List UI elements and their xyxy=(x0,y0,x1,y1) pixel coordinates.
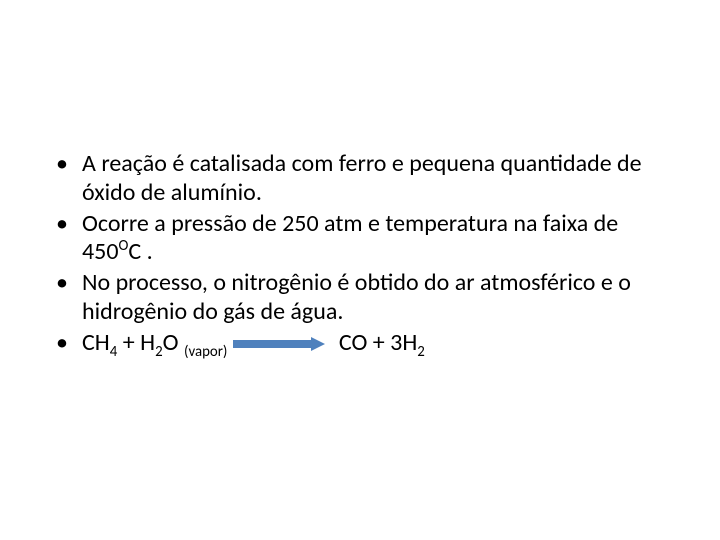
slide: A reação é catalisada com ferro e pequen… xyxy=(0,0,720,540)
reactant1-base: CH xyxy=(82,328,110,357)
product2-sub: 2 xyxy=(417,342,425,360)
product2-base: H xyxy=(402,328,417,357)
product1: CO + 3 xyxy=(333,328,402,357)
bullet-item-3: No processo, o nitrogênio é obtido do ar… xyxy=(54,269,666,327)
plus1: + xyxy=(117,328,140,357)
reactant2-rest: O xyxy=(163,328,184,357)
temp-value: 450 xyxy=(82,237,119,266)
bullet-text-3: No processo, o nitrogênio é obtido do ar… xyxy=(82,268,631,326)
bullet-item-2: Ocorre a pressão de 250 atm e temperatur… xyxy=(54,210,666,268)
reaction-arrow-icon xyxy=(233,337,325,351)
reactant2-base: H xyxy=(140,328,155,357)
bullet-item-1: A reação é catalisada com ferro e pequen… xyxy=(54,150,666,208)
bullet-list: A reação é catalisada com ferro e pequen… xyxy=(54,150,666,358)
content-area: A reação é catalisada com ferro e pequen… xyxy=(54,150,666,360)
reactant2-sub: 2 xyxy=(155,342,163,360)
phase-label: (vapor) xyxy=(184,342,228,360)
temp-sup: O xyxy=(119,236,129,254)
bullet-item-4: CH4 + H2O (vapor) CO + 3H2 xyxy=(54,329,666,358)
temp-unit-rest: C . xyxy=(128,237,152,266)
bullet-text-2a: Ocorre a pressão de 250 atm e temperatur… xyxy=(82,209,618,238)
equation: CH4 + H2O (vapor) CO + 3H2 xyxy=(82,328,425,357)
bullet-text-1: A reação é catalisada com ferro e pequen… xyxy=(82,149,642,207)
